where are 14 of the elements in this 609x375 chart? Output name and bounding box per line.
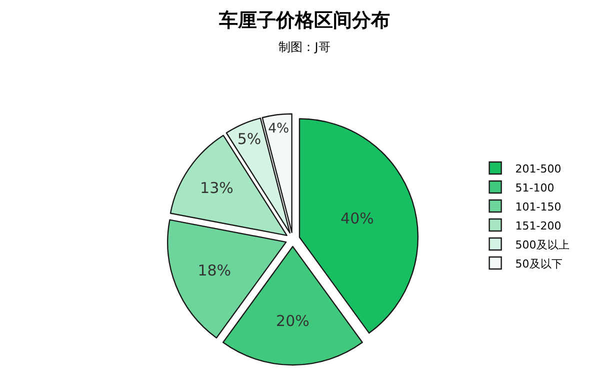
data-label: 13% [200, 178, 234, 197]
data-label: 18% [198, 261, 232, 280]
legend-label: 151-200 [515, 219, 562, 232]
data-label: 40% [340, 209, 374, 228]
legend-label: 201-500 [515, 162, 562, 176]
chart-title: 车厘子价格区间分布 [218, 9, 390, 32]
data-label: 20% [276, 312, 310, 330]
chart-subtitle: 制图：J哥 [278, 40, 330, 54]
legend-label: 51-100 [515, 181, 554, 194]
legend-label: 500及以上 [515, 238, 570, 252]
data-label: 4% [268, 121, 290, 136]
legend-label: 101-150 [515, 200, 562, 214]
data-label: 5% [237, 130, 262, 148]
legend-label: 50及以下 [515, 257, 562, 270]
